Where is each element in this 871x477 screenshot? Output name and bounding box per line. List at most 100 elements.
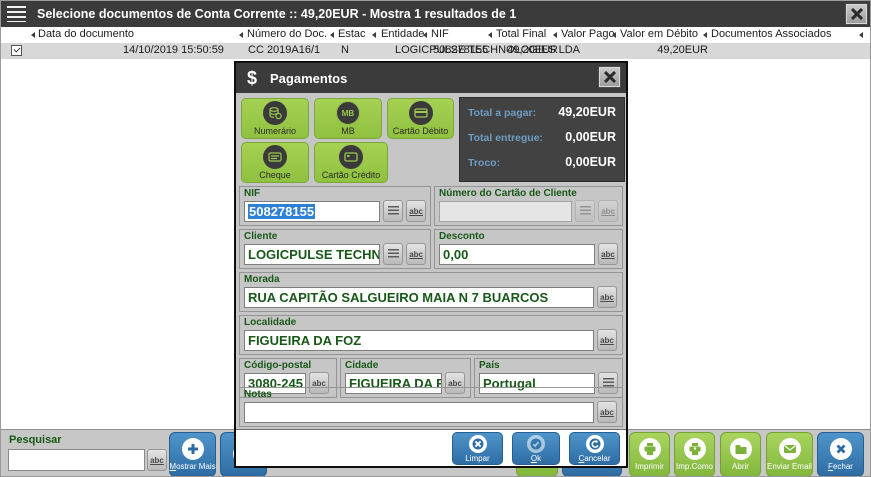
sort-arrow-icon[interactable] [31,32,35,38]
sort-arrow-icon[interactable] [372,32,376,38]
close-circle-icon [829,438,852,460]
cancelar-button[interactable]: Cancelar [569,432,620,465]
cartao-credito-label: Cartão Crédito [321,170,381,180]
pais-group: País Portugal [474,358,623,398]
abc-icon: abc [601,249,615,259]
column-header-data[interactable]: Data do documento [38,28,135,40]
dialog-actions: Limpar Ok Cancelar [236,429,626,466]
fechar-label: Fechar [828,462,853,471]
column-header-numero-doc[interactable]: Número do Doc. [247,28,328,40]
enviar-email-button[interactable]: Enviar Email [766,432,813,476]
sort-arrow-icon[interactable] [553,32,557,38]
envelope-icon [778,438,801,460]
row-checkbox[interactable] [11,45,22,56]
codigo-postal-group: Código-postal 3080-245 abc [239,358,337,398]
cheque-button[interactable]: Cheque [241,142,309,183]
mostrar-mais-button[interactable]: Mostrar Mais [169,432,216,476]
troco-value: 0,00EUR [565,155,616,169]
nif-spellcheck-button[interactable]: abc [406,200,426,222]
cliente-spellcheck-button[interactable]: abc [406,243,426,265]
numerario-button[interactable]: Numerário [241,98,309,139]
abc-icon: abc [409,249,423,259]
imp-como-label: Imp.Como [676,462,713,471]
cidade-field[interactable]: FIGUEIRA DA FOZ [345,372,442,394]
cartao-cliente-lookup-button [575,200,596,222]
window-titlebar: Selecione documentos de Conta Corrente :… [1,1,870,27]
close-icon [603,71,616,83]
desconto-field[interactable]: 0,00 [439,243,595,265]
sort-arrow-icon[interactable] [488,32,492,38]
cell-nif: 508278155 [433,44,489,56]
enviar-email-label: Enviar Email [767,462,812,471]
mb-logo: MB [336,101,360,125]
check-icon [527,434,545,453]
imp-como-button[interactable]: Imp.Como [674,432,715,476]
sort-arrow-icon[interactable] [859,32,863,38]
notas-spellcheck-button[interactable]: abc [597,401,617,423]
totals-panel: Total a pagar: 49,20EUR Total entregue: … [459,97,625,182]
cartao-debito-label: Cartão Débito [392,126,449,136]
column-header-valor-pago[interactable]: Valor Pago [561,28,615,40]
cartao-credito-button[interactable]: Cartão Crédito [314,142,388,183]
sort-arrow-icon[interactable] [423,32,427,38]
desconto-label: Desconto [439,231,485,242]
dialog-close-button[interactable] [598,66,621,88]
cheque-icon [263,145,287,169]
pais-lookup-button[interactable] [598,372,618,394]
desconto-spellcheck-button[interactable]: abc [598,243,618,265]
codigo-postal-field[interactable]: 3080-245 [244,372,306,394]
troco-label: Troco: [468,157,501,169]
table-row[interactable]: 14/10/2019 15:50:59 CC 2019A16/1 N LOGIC… [1,43,870,59]
cell-date: 14/10/2019 15:50:59 [123,44,224,56]
column-header-docs-associados[interactable]: Documentos Associados [711,28,832,40]
abc-icon: abc [312,378,326,388]
column-header-valor-debito[interactable]: Valor em Débito [620,28,699,40]
mb-button[interactable]: MB MB [314,98,382,139]
cell-valor-debito: 49,20EUR [657,44,708,56]
undo-icon [585,434,604,453]
ok-label: Ok [530,453,542,463]
list-icon [387,206,399,216]
imprimir-label: Imprimir [635,462,664,471]
window-title: Selecione documentos de Conta Corrente :… [37,7,517,21]
column-header-entidade[interactable]: Entidade [381,28,425,40]
morada-spellcheck-button[interactable]: abc [597,286,617,308]
column-header-nif[interactable]: NIF [431,28,449,40]
sort-arrow-icon[interactable] [239,32,243,38]
fechar-button[interactable]: Fechar [817,432,864,476]
total-entregue-value: 0,00EUR [565,130,616,144]
sort-arrow-icon[interactable] [330,32,334,38]
cartao-cliente-group: Número do Cartão de Cliente abc [434,186,623,226]
pais-field[interactable]: Portugal [479,372,595,394]
column-header-total-final[interactable]: Total Final [496,28,547,40]
nif-field[interactable]: 508278155 [244,200,381,222]
sort-arrow-icon[interactable] [612,32,616,38]
search-input[interactable] [8,449,145,471]
morada-field[interactable]: RUA CAPITÃO SALGUEIRO MAIA N 7 BUARCOS [244,286,594,308]
nif-lookup-button[interactable] [383,200,404,222]
abc-icon: abc [150,455,164,465]
cheque-label: Cheque [259,170,291,180]
sort-arrow-icon[interactable] [703,32,707,38]
dollar-icon: $ [247,67,258,88]
search-spellcheck-button[interactable]: abc [147,449,167,471]
localidade-field[interactable]: FIGUEIRA DA FOZ [244,329,594,351]
abrir-button[interactable]: Abrir [720,432,761,476]
limpar-button[interactable]: Limpar [452,432,503,465]
column-header-estado[interactable]: Estac [338,28,366,40]
cancelar-label: Cancelar [578,453,611,463]
cliente-lookup-button[interactable] [383,243,404,265]
plus-icon [181,438,204,460]
clear-icon [468,434,487,453]
cidade-spellcheck-button[interactable]: abc [445,372,465,394]
cliente-field[interactable]: LOGICPULSE TECHNOLOGIES LDA [244,243,381,265]
ok-button[interactable]: Ok [512,432,560,465]
codigo-postal-spellcheck-button[interactable]: abc [309,372,329,394]
window-close-button[interactable] [845,3,868,25]
imprimir-button[interactable]: Imprimir [629,432,670,476]
notas-field[interactable] [244,401,594,423]
nif-group: NIF 508278155 abc [239,186,431,226]
cartao-debito-button[interactable]: Cartão Débito [387,98,454,139]
localidade-spellcheck-button[interactable]: abc [597,329,617,351]
